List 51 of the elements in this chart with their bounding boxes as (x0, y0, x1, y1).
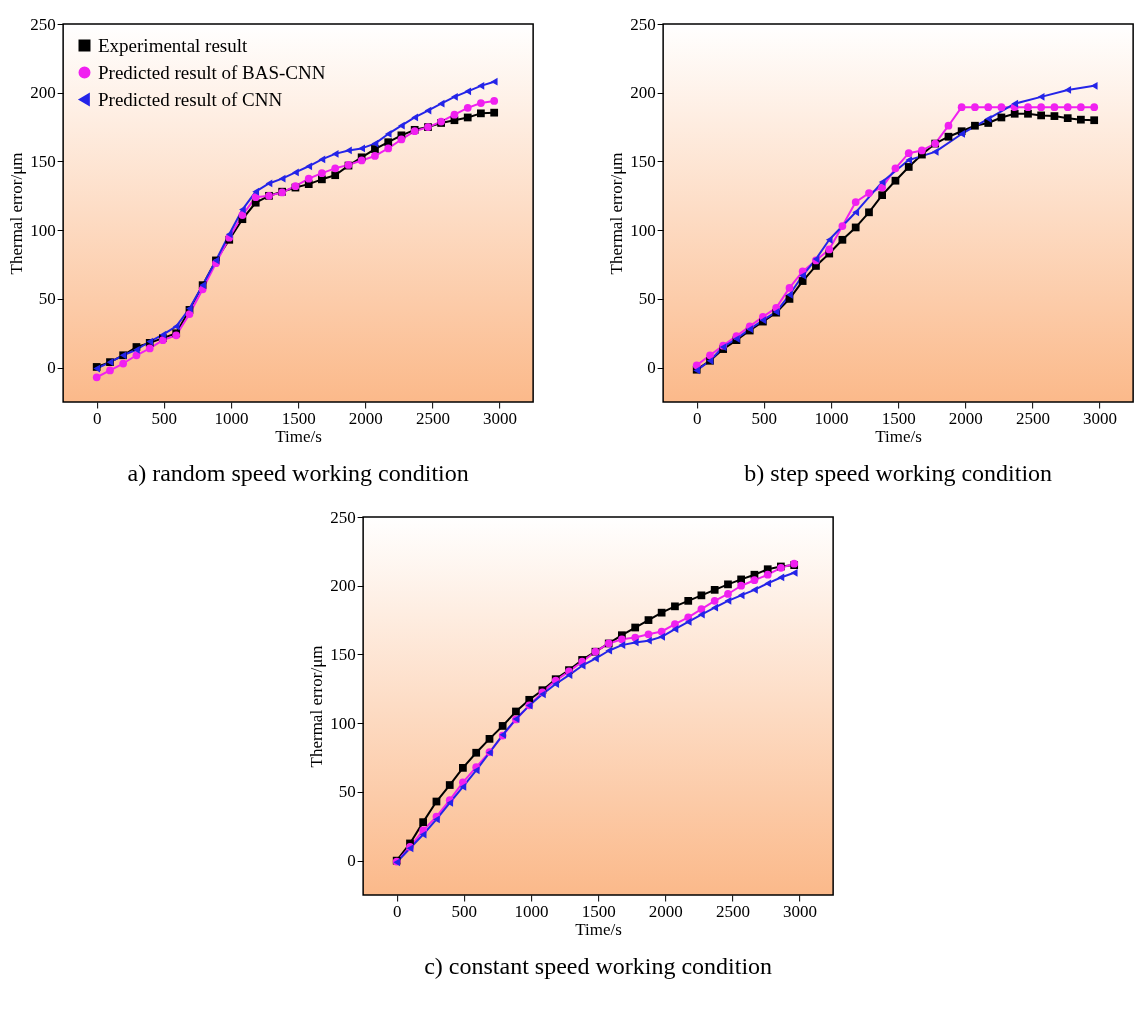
x-tick-label: 2000 (948, 408, 983, 428)
text: c) constant speed working condition (424, 953, 773, 979)
x-tick-label: 0 (692, 408, 702, 428)
x-tick-label: 500 (151, 408, 178, 428)
x-axis-title: Time/s (875, 426, 922, 446)
y-tick-label: 150 (330, 644, 356, 664)
x-tick-label: 3000 (483, 408, 518, 428)
y-tick-label: 200 (330, 576, 356, 596)
x-tick-label: 2000 (348, 408, 383, 428)
y-tick-label: 100 (630, 220, 656, 240)
y-axis-title: Thermal error/μm (607, 152, 627, 275)
x-tick-label: 1500 (881, 408, 916, 428)
legend-label: Predicted result of CNN (98, 88, 283, 110)
x-tick-label: 2500 (1015, 408, 1050, 428)
x-tick-label: 500 (751, 408, 778, 428)
x-tick-label: 2000 (648, 901, 683, 921)
y-tick-label: 50 (638, 289, 656, 309)
y-tick-label: 0 (647, 358, 656, 378)
y-tick-label: 0 (47, 358, 56, 378)
x-tick-label: 2500 (715, 901, 750, 921)
x-tick-label: 1500 (281, 408, 316, 428)
x-tick-label: 2500 (415, 408, 450, 428)
x-tick-label: 0 (392, 901, 402, 921)
y-tick-label: 100 (30, 220, 56, 240)
y-tick-label: 250 (630, 14, 656, 34)
text: a) random speed working condition (127, 460, 469, 486)
x-tick-label: 1000 (514, 901, 549, 921)
x-axis-title: Time/s (275, 426, 322, 446)
legend-label: Predicted result of BAS-CNN (98, 61, 326, 83)
y-tick-label: 150 (30, 151, 56, 171)
y-axis-title: Thermal error/μm (307, 645, 327, 768)
y-tick-label: 0 (347, 851, 356, 871)
y-axis-title: Thermal error/μm (7, 152, 27, 275)
legend-label: Experimental result (98, 34, 249, 56)
y-tick-label: 150 (630, 151, 656, 171)
y-tick-label: 50 (338, 782, 356, 802)
x-tick-label: 3000 (783, 901, 818, 921)
y-tick-label: 250 (30, 14, 56, 34)
text: b) step speed working condition (744, 460, 1053, 486)
x-tick-label: 3000 (1083, 408, 1118, 428)
x-tick-label: 1000 (214, 408, 249, 428)
y-tick-label: 200 (630, 83, 656, 103)
y-tick-label: 50 (38, 289, 56, 309)
x-tick-label: 0 (92, 408, 102, 428)
x-tick-label: 500 (451, 901, 478, 921)
y-tick-label: 100 (330, 713, 356, 733)
y-tick-label: 200 (30, 83, 56, 103)
x-axis-title: Time/s (575, 919, 622, 939)
x-tick-label: 1500 (581, 901, 616, 921)
y-tick-label: 250 (330, 507, 356, 527)
x-tick-label: 1000 (814, 408, 849, 428)
